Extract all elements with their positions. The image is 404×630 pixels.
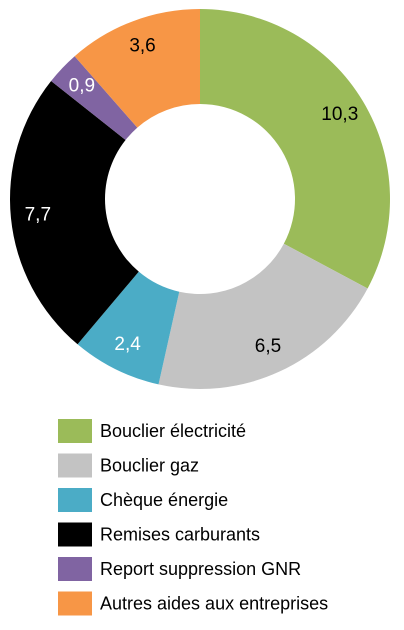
legend-swatch	[58, 453, 92, 478]
legend-swatch	[58, 488, 92, 512]
data-label: 3,6	[129, 35, 155, 56]
legend-label: Remises carburants	[100, 524, 260, 544]
donut-slice	[77, 271, 180, 385]
legend-label: Bouclier électricité	[100, 421, 246, 441]
data-label: 7,7	[25, 204, 51, 225]
data-label: 2,4	[114, 334, 141, 355]
donut-slice	[10, 80, 139, 345]
data-label: 6,5	[255, 336, 281, 357]
donut-slice	[200, 9, 391, 289]
legend-swatch	[58, 522, 92, 547]
legend-swatch	[58, 419, 92, 443]
legend-label: Chèque énergie	[100, 490, 228, 510]
legend-swatch	[58, 557, 92, 581]
legend-label: Bouclier gaz	[100, 455, 199, 475]
data-label: 0,9	[69, 76, 95, 97]
legend-label: Autres aides aux entreprises	[100, 593, 328, 613]
donut-slice	[158, 243, 368, 390]
donut-slice	[74, 9, 200, 128]
legend-swatch	[58, 591, 92, 616]
legend-label: Report suppression GNR	[100, 559, 301, 579]
donut-slice	[51, 56, 138, 140]
data-label: 10,3	[321, 104, 358, 125]
